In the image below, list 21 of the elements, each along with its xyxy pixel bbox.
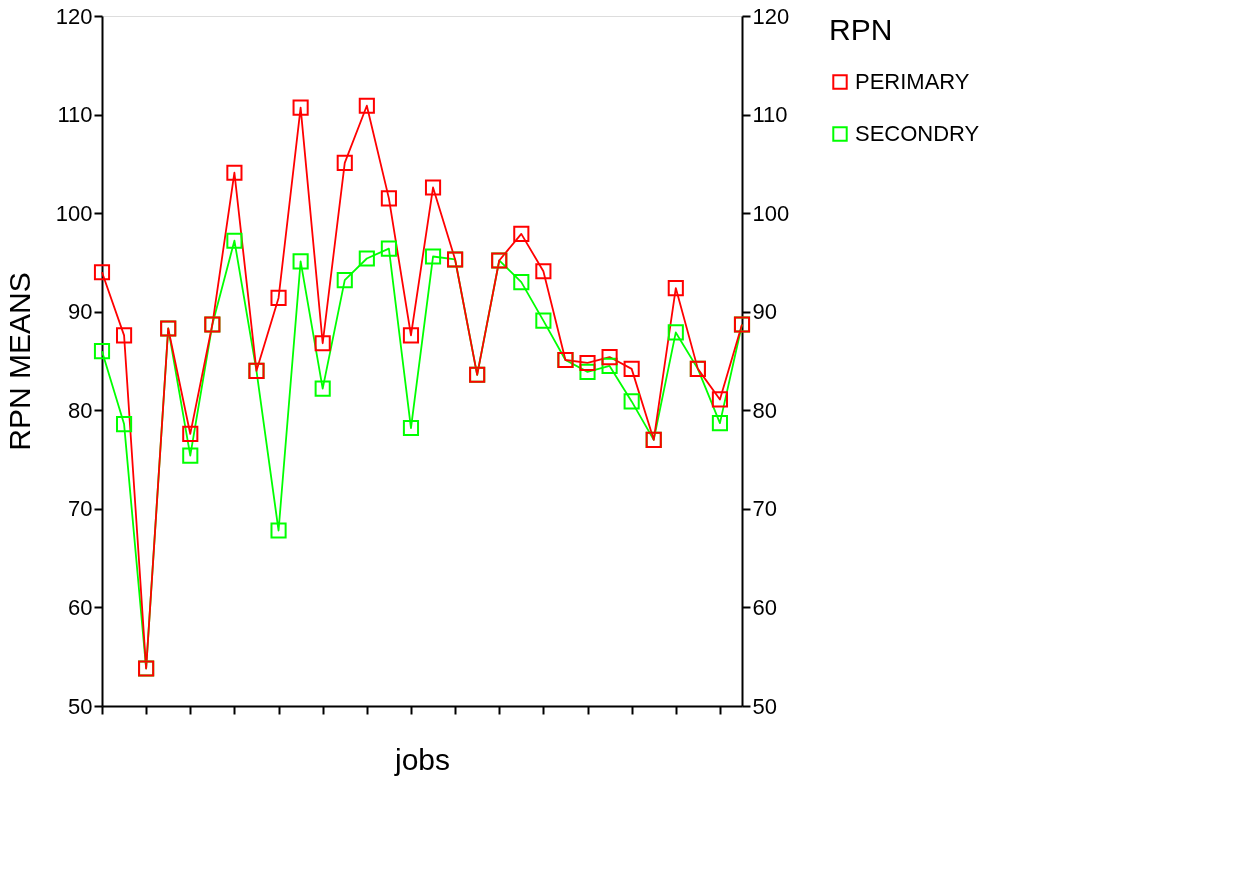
y-tick-label: 60: [68, 594, 93, 620]
y-axis-title: RPN MEANS: [2, 272, 36, 451]
y2-tick-label: 110: [752, 102, 788, 128]
y-tick-label: 70: [68, 496, 93, 522]
y2-tick-label: 70: [752, 496, 777, 522]
y-tick-label: 100: [55, 200, 93, 226]
y-tick-label: 120: [55, 3, 93, 29]
y2-tick-label: 120: [752, 3, 790, 29]
y2-tick-label: 60: [752, 594, 777, 620]
legend-title: RPN: [829, 13, 893, 46]
y-tick-label: 50: [68, 693, 93, 719]
y2-tick-label: 80: [752, 397, 777, 423]
y2-tick-label: 50: [752, 693, 777, 719]
x-axis-title: jobs: [393, 742, 451, 776]
y-tick-label: 80: [68, 397, 93, 423]
legend-label: PERIMARY: [855, 69, 970, 94]
y2-tick-label: 100: [752, 200, 790, 226]
y-tick-label: 110: [57, 102, 93, 128]
y2-tick-label: 90: [752, 299, 777, 325]
legend-label: SECONDRY: [855, 121, 980, 146]
y-tick-label: 90: [68, 299, 93, 325]
